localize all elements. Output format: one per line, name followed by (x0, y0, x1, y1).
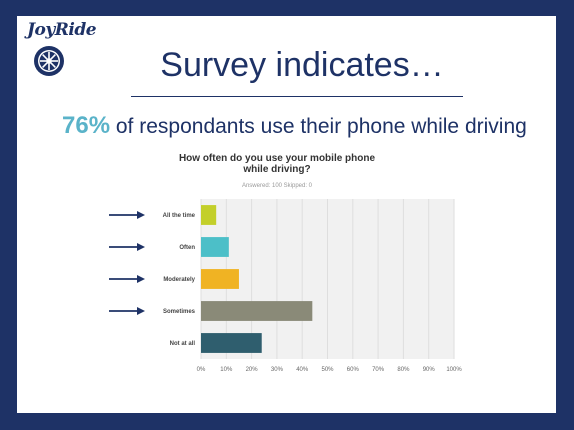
category-label: Often (179, 245, 195, 251)
arrow-icon (137, 243, 145, 251)
joyride-logo: JoyRide (27, 20, 97, 40)
x-tick-label: 40% (296, 367, 309, 373)
wheel-icon (34, 46, 64, 76)
x-tick-label: 0% (197, 367, 206, 373)
title-divider (131, 96, 463, 97)
arrow-icon (137, 275, 145, 283)
bar (201, 301, 313, 321)
x-tick-label: 60% (347, 367, 360, 373)
chart-meta: Answered: 100 Skipped: 0 (241, 183, 313, 189)
bar (201, 269, 239, 289)
headline-percentage: 76% (62, 112, 111, 139)
bar-chart: 0% 10% 20% 30% 40% 50% 60% 70% 80% 90% 100% All the… (109, 199, 462, 373)
bar (201, 237, 229, 257)
x-tick-label: 30% (271, 367, 284, 373)
x-tick-label: 90% (423, 367, 436, 373)
category-label: Sometimes (163, 309, 196, 315)
bar (201, 205, 217, 225)
category-label: Not at all (170, 341, 196, 347)
x-tick-label: 10% (220, 367, 233, 373)
headline-text: of respondants use their phone while dri… (110, 115, 527, 138)
category-label: Moderately (163, 277, 195, 283)
x-tick-label: 20% (246, 367, 259, 373)
chart-title: How often do you use your mobile phone w… (178, 153, 376, 175)
slide-title: Survey indicates… (160, 46, 444, 84)
x-tick-label: 50% (321, 367, 334, 373)
x-tick-label: 100% (446, 367, 462, 373)
category-label: All the time (163, 213, 196, 219)
slide: JoyRide Survey indicates… 76% of respond… (17, 16, 556, 413)
arrow-icon (137, 211, 145, 219)
arrow-icon (137, 307, 145, 315)
x-tick-label: 70% (372, 367, 385, 373)
x-tick-label: 80% (397, 367, 410, 373)
bar (201, 333, 262, 353)
headline: 76% of respondants use their phone while… (62, 112, 527, 140)
